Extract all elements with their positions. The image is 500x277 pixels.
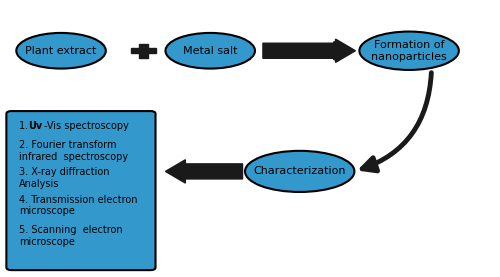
Text: Plant extract: Plant extract bbox=[26, 46, 97, 56]
Text: 5. Scanning  electron
microscope: 5. Scanning electron microscope bbox=[19, 225, 122, 247]
Ellipse shape bbox=[166, 33, 255, 69]
Text: Uv: Uv bbox=[28, 121, 42, 131]
FancyArrow shape bbox=[166, 160, 242, 183]
Text: 1.: 1. bbox=[19, 121, 31, 131]
Text: 4. Transmission electron
microscope: 4. Transmission electron microscope bbox=[19, 195, 138, 217]
FancyBboxPatch shape bbox=[6, 111, 156, 270]
Text: Formation of
nanoparticles: Formation of nanoparticles bbox=[371, 40, 447, 61]
Text: Metal salt: Metal salt bbox=[183, 46, 238, 56]
Text: -Vis spectroscopy: -Vis spectroscopy bbox=[44, 121, 128, 131]
Ellipse shape bbox=[16, 33, 106, 69]
Ellipse shape bbox=[360, 32, 459, 70]
FancyBboxPatch shape bbox=[130, 48, 156, 53]
Text: Characterization: Characterization bbox=[254, 166, 346, 176]
FancyBboxPatch shape bbox=[138, 44, 147, 58]
Text: 3. X-ray diffraction
Analysis: 3. X-ray diffraction Analysis bbox=[19, 168, 110, 189]
Text: 2. Fourier transform
infrared  spectroscopy: 2. Fourier transform infrared spectrosco… bbox=[19, 140, 128, 162]
Ellipse shape bbox=[245, 151, 354, 192]
FancyArrow shape bbox=[263, 39, 356, 62]
